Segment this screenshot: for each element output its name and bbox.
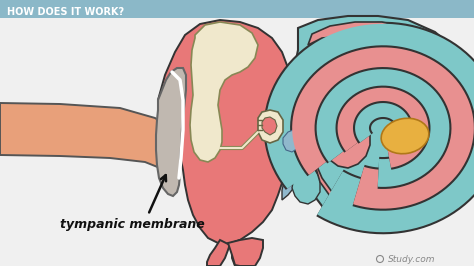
Polygon shape <box>207 240 230 266</box>
Text: Study.com: Study.com <box>388 255 436 264</box>
Polygon shape <box>262 117 277 135</box>
Polygon shape <box>158 20 293 244</box>
Ellipse shape <box>381 118 429 154</box>
Polygon shape <box>295 16 473 224</box>
Polygon shape <box>292 168 320 204</box>
Polygon shape <box>258 110 283 143</box>
Polygon shape <box>0 103 178 178</box>
Polygon shape <box>283 130 300 152</box>
Text: tympanic membrane: tympanic membrane <box>60 218 205 231</box>
Polygon shape <box>280 75 305 200</box>
Polygon shape <box>228 238 263 266</box>
Text: HOW DOES IT WORK?: HOW DOES IT WORK? <box>7 7 124 17</box>
Polygon shape <box>232 240 248 266</box>
Polygon shape <box>156 68 186 196</box>
Bar <box>0 0 474 18</box>
Polygon shape <box>190 22 258 162</box>
Polygon shape <box>308 22 465 216</box>
